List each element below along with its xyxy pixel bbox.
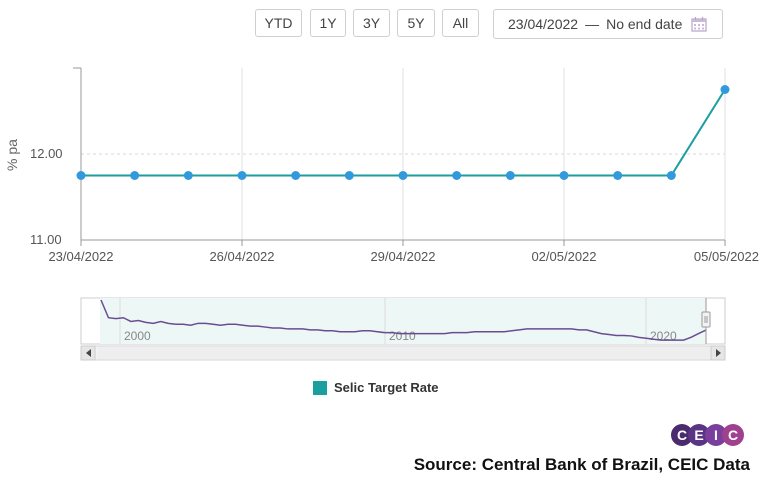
- navigator-year-label: 2000: [124, 329, 151, 343]
- x-tick-label: 02/05/2022: [531, 249, 596, 264]
- date-start: 23/04/2022: [508, 16, 579, 32]
- range-ytd-button[interactable]: YTD: [255, 9, 302, 37]
- scroll-left-icon: [86, 349, 91, 357]
- calendar-icon[interactable]: [691, 16, 707, 32]
- y-tick-label: 12.00: [30, 146, 63, 161]
- legend-label: Selic Target Rate: [334, 380, 439, 395]
- scrollbar-thumb[interactable]: [98, 347, 710, 359]
- navigator-line: [100, 299, 707, 341]
- x-tick-label: 26/04/2022: [209, 249, 274, 264]
- data-point[interactable]: [452, 171, 462, 180]
- navigator-year-label: 2020: [650, 329, 677, 343]
- source-text: Source: Central Bank of Brazil, CEIC Dat…: [413, 455, 750, 474]
- date-separator: —: [585, 16, 600, 32]
- logo-circle: [671, 424, 693, 446]
- range-all-button[interactable]: All: [442, 9, 479, 37]
- x-tick-label: 29/04/2022: [370, 249, 435, 264]
- x-tick-label: 05/05/2022: [694, 249, 759, 264]
- legend-swatch: [313, 380, 327, 395]
- data-point[interactable]: [291, 171, 301, 180]
- data-point[interactable]: [720, 85, 730, 94]
- data-point[interactable]: [130, 171, 140, 180]
- date-end: No end date: [606, 16, 683, 32]
- logo-letter: C: [677, 427, 687, 443]
- logo-letter: I: [714, 427, 718, 443]
- legend[interactable]: Selic Target Rate: [313, 380, 439, 395]
- navigator-handle[interactable]: [701, 311, 711, 328]
- data-point[interactable]: [613, 171, 623, 180]
- data-point[interactable]: [398, 171, 408, 180]
- data-point[interactable]: [183, 171, 193, 180]
- logo-letter: C: [728, 427, 738, 443]
- navigator-window[interactable]: [100, 298, 706, 344]
- logo-circle: [722, 424, 744, 446]
- data-point[interactable]: [559, 171, 569, 180]
- y-axis-label: % pa: [4, 139, 20, 171]
- line-chart: 11.00 12.00 23/04/2022 26/04/2022 29/04/2022…: [4, 67, 759, 361]
- y-tick-label: 11.00: [30, 232, 62, 247]
- data-point[interactable]: [505, 171, 515, 180]
- logo-circle: [705, 424, 727, 446]
- date-range-picker[interactable]: 23/04/2022 — No end date: [493, 9, 723, 39]
- data-point[interactable]: [344, 171, 354, 180]
- data-point[interactable]: [237, 171, 247, 180]
- range-1y-button[interactable]: 1Y: [310, 9, 346, 37]
- data-point[interactable]: [666, 171, 676, 180]
- scroll-right-icon: [716, 349, 721, 357]
- x-tick-label: 23/04/2022: [48, 249, 113, 264]
- logo-circle: [688, 424, 710, 446]
- data-point[interactable]: [76, 171, 86, 180]
- range-5y-button[interactable]: 5Y: [397, 9, 435, 37]
- range-3y-button[interactable]: 3Y: [353, 9, 390, 37]
- navigator-year-label: 2010: [389, 329, 416, 343]
- logo-letter: E: [694, 427, 703, 443]
